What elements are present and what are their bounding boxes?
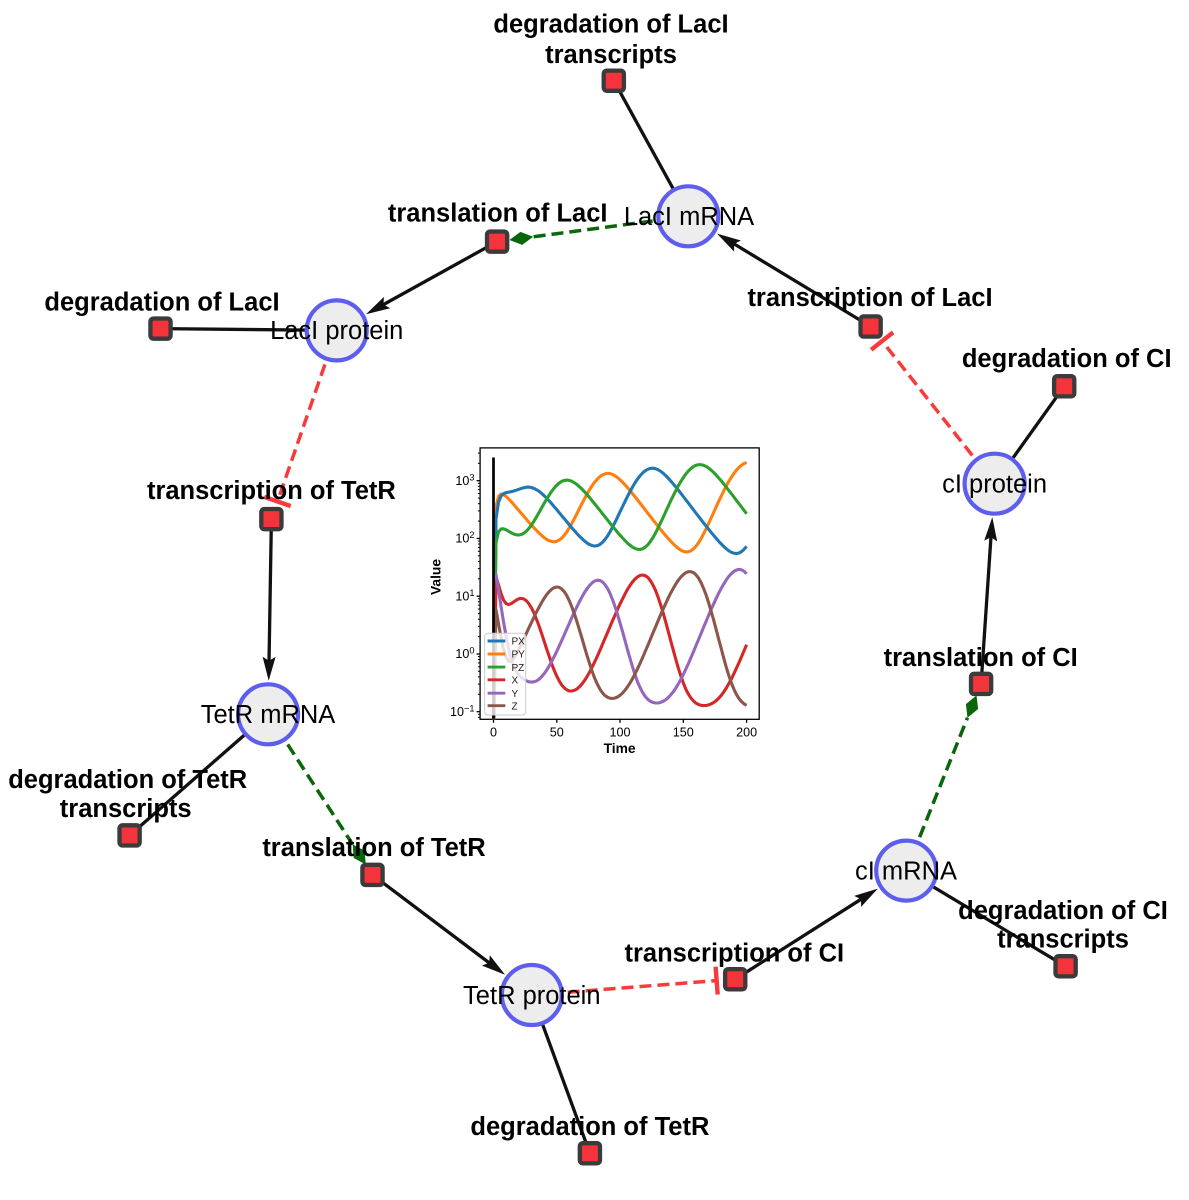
svg-text:cI mRNA: cI mRNA	[855, 857, 957, 885]
svg-text:LacI protein: LacI protein	[270, 317, 403, 345]
svg-text:Z: Z	[512, 701, 518, 712]
svg-text:degradation of CI: degradation of CI	[958, 897, 1168, 925]
svg-text:translation of CI: translation of CI	[884, 644, 1078, 672]
svg-text:degradation of LacI: degradation of LacI	[44, 288, 279, 316]
svg-text:100: 100	[609, 726, 630, 740]
svg-text:transcripts: transcripts	[60, 795, 192, 823]
svg-text:PZ: PZ	[512, 663, 525, 674]
svg-text:PY: PY	[512, 650, 526, 661]
svg-text:degradation of TetR: degradation of TetR	[470, 1113, 709, 1141]
svg-text:degradation of CI: degradation of CI	[962, 345, 1172, 373]
svg-text:transcription of LacI: transcription of LacI	[747, 284, 992, 312]
svg-text:X: X	[512, 676, 519, 687]
svg-text:transcripts: transcripts	[997, 926, 1129, 954]
svg-text:translation of LacI: translation of LacI	[388, 199, 608, 227]
svg-text:Y: Y	[512, 689, 519, 700]
svg-text:LacI mRNA: LacI mRNA	[624, 203, 754, 231]
svg-text:transcripts: transcripts	[545, 41, 677, 69]
svg-text:PX: PX	[512, 637, 526, 648]
svg-text:transcription of TetR: transcription of TetR	[147, 477, 396, 505]
svg-text:transcription of CI: transcription of CI	[625, 939, 845, 967]
svg-text:Value: Value	[429, 559, 444, 595]
svg-text:degradation of TetR: degradation of TetR	[8, 766, 247, 794]
svg-text:cI protein: cI protein	[942, 471, 1047, 499]
svg-text:Time: Time	[604, 741, 636, 756]
svg-text:TetR mRNA: TetR mRNA	[201, 701, 336, 729]
svg-text:50: 50	[550, 726, 564, 740]
svg-text:200: 200	[736, 726, 757, 740]
svg-text:translation of TetR: translation of TetR	[262, 834, 485, 862]
svg-text:150: 150	[673, 726, 694, 740]
svg-text:0: 0	[490, 726, 497, 740]
svg-text:TetR protein: TetR protein	[463, 982, 601, 1010]
svg-text:degradation of LacI: degradation of LacI	[493, 10, 728, 38]
